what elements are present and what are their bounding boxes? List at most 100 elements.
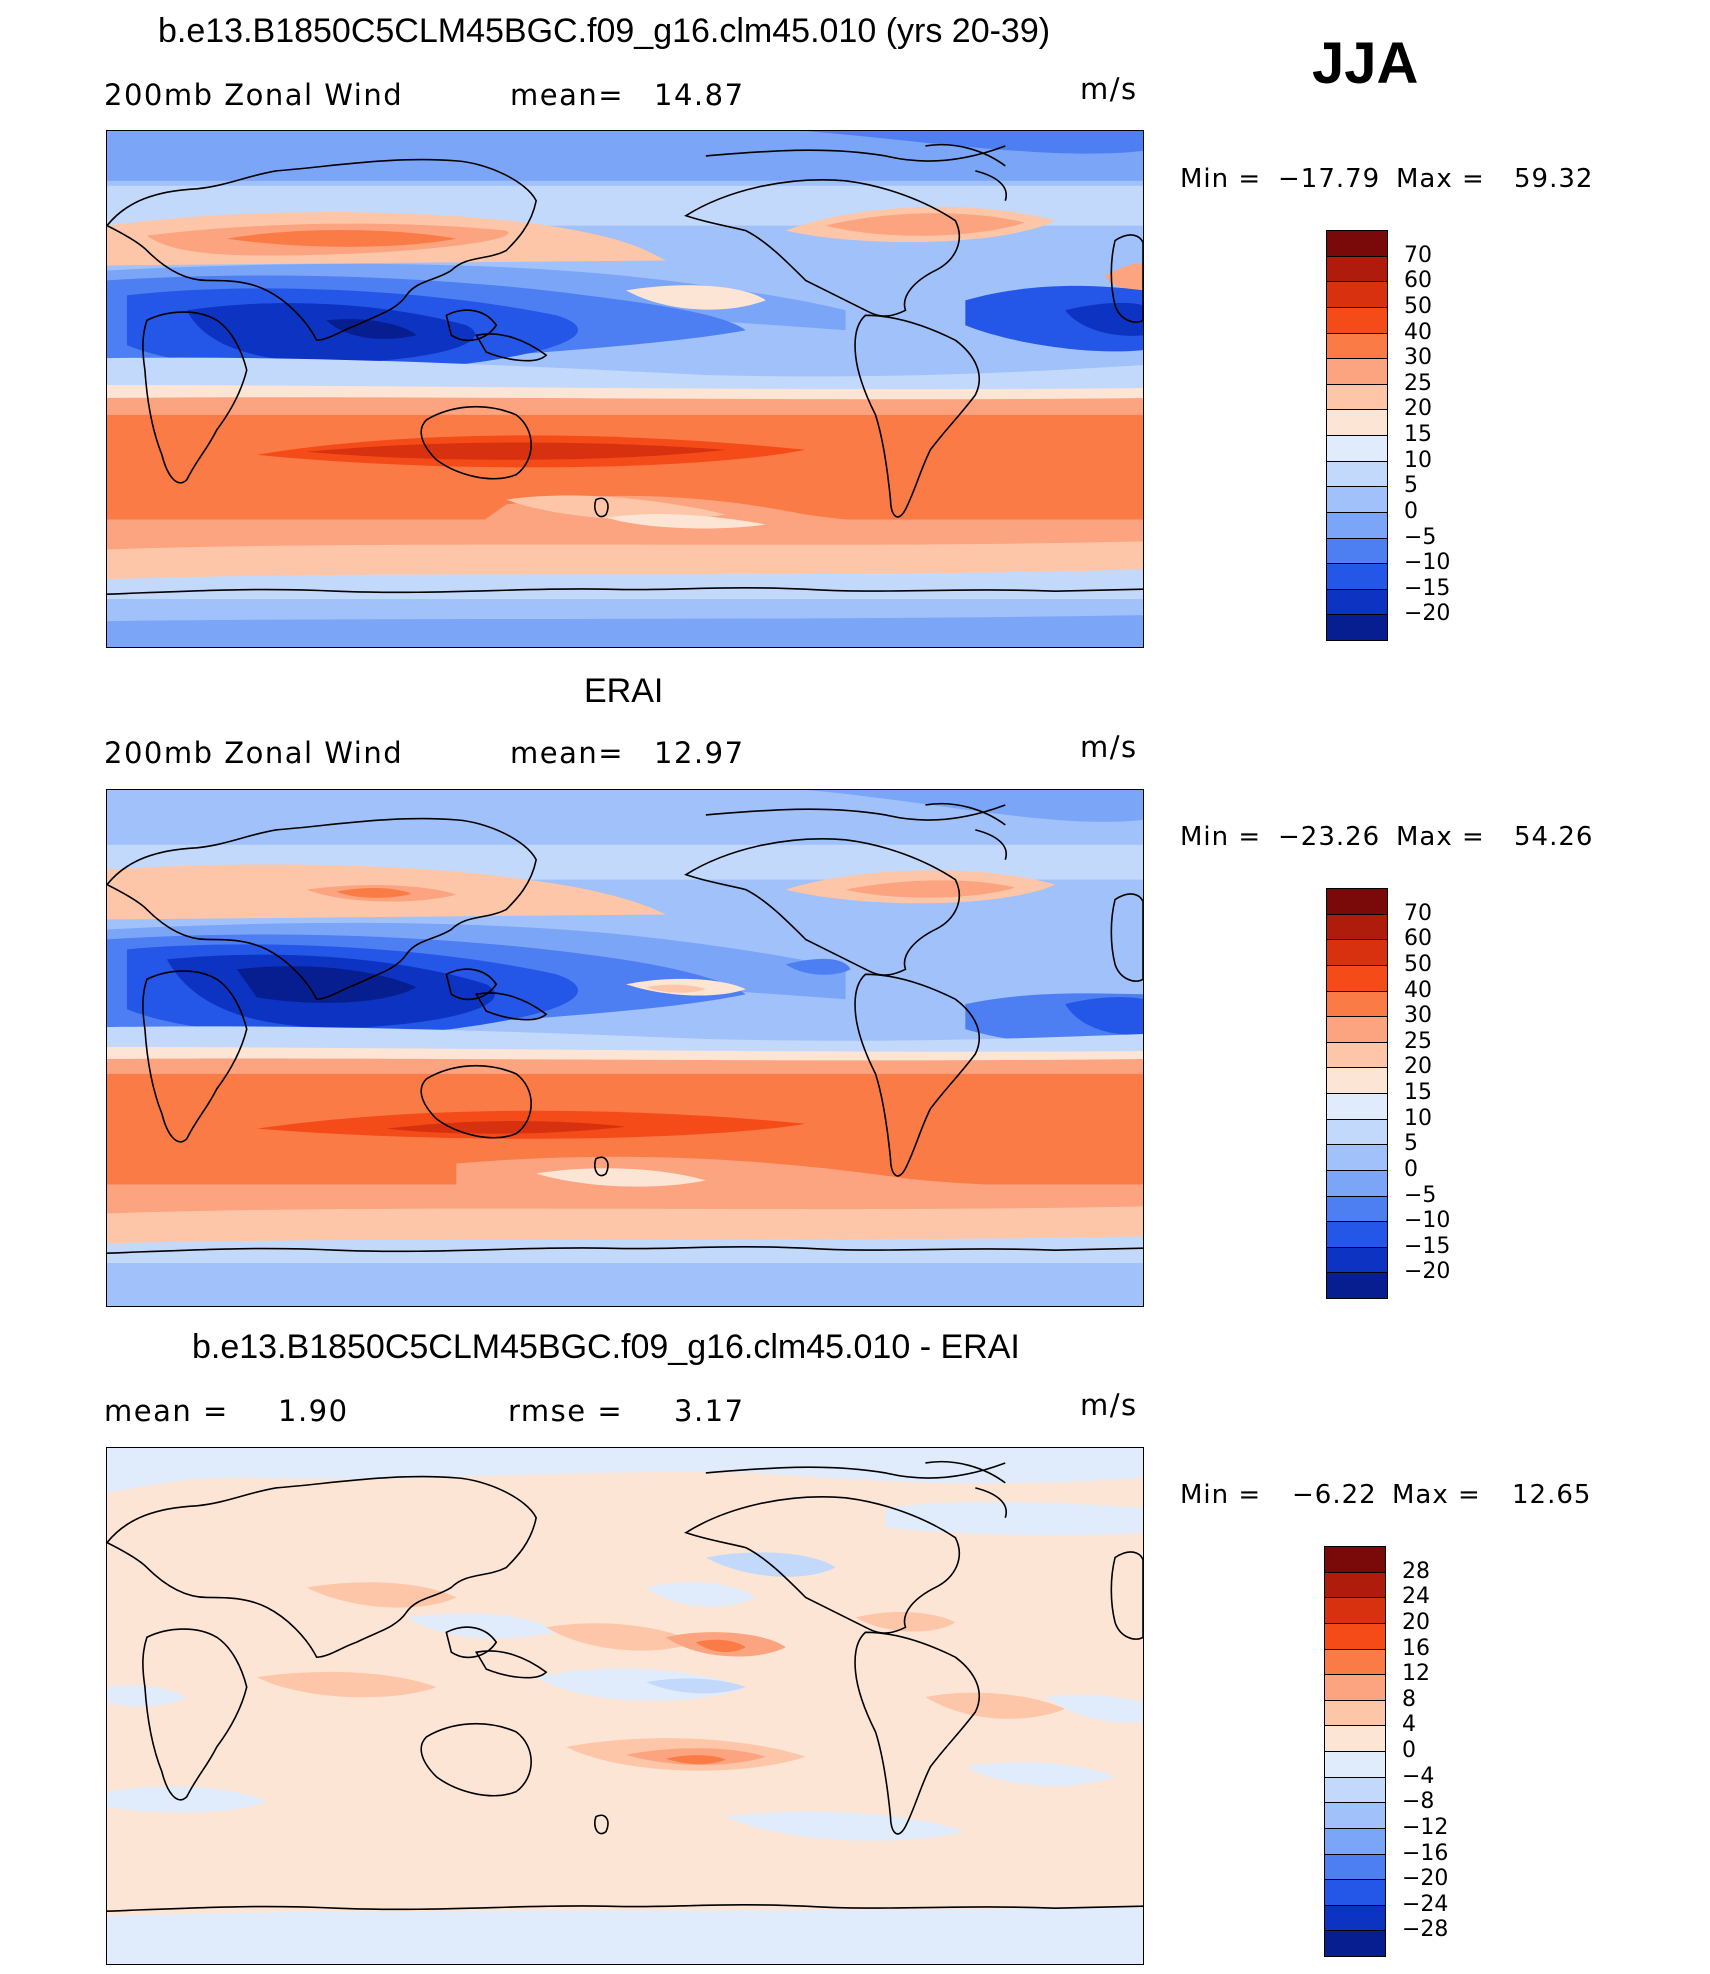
colorbar-swatch bbox=[1326, 1169, 1388, 1196]
colorbar-swatch bbox=[1324, 1827, 1386, 1854]
panel2-units: m/s bbox=[1080, 730, 1138, 764]
colorbar-swatch bbox=[1326, 563, 1388, 590]
panel2-mean-label: mean= bbox=[510, 736, 625, 770]
colorbar-swatch bbox=[1324, 1904, 1386, 1931]
colorbar-swatch bbox=[1324, 1853, 1386, 1880]
colorbar-tick-label: 30 bbox=[1404, 1003, 1432, 1029]
colorbar-tick-label: −10 bbox=[1404, 550, 1451, 576]
colorbar-swatch bbox=[1324, 1879, 1386, 1906]
colorbar-tick-label: 50 bbox=[1404, 951, 1432, 977]
colorbar-tick-label: 5 bbox=[1404, 473, 1418, 499]
panel1-min-value: −17.79 bbox=[1278, 164, 1381, 194]
colorbar-tick-label: 60 bbox=[1404, 268, 1432, 294]
colorbar-swatch bbox=[1326, 1272, 1388, 1299]
colorbar-tick-label: 16 bbox=[1402, 1635, 1430, 1661]
colorbar-swatch bbox=[1326, 1041, 1388, 1068]
panel1-colorbar: 70 60 50 40 30 25 20 15 10 5 0 −5 −10 −15 −20 bbox=[1326, 230, 1456, 641]
colorbar-tick-label: 5 bbox=[1404, 1131, 1418, 1157]
colorbar-swatch bbox=[1324, 1699, 1386, 1726]
panel1-mean-label: mean= bbox=[510, 78, 625, 112]
colorbar-tick-label: 70 bbox=[1404, 242, 1432, 268]
colorbar-tick-label: 10 bbox=[1404, 447, 1432, 473]
colorbar-tick-label: −5 bbox=[1404, 524, 1437, 550]
colorbar-tick-label: −10 bbox=[1404, 1208, 1451, 1234]
panel2-map bbox=[106, 789, 1144, 1307]
panel2-mean-value: 12.97 bbox=[654, 736, 745, 770]
colorbar-tick-label: 40 bbox=[1404, 977, 1432, 1003]
panel2-min-label: Min = bbox=[1180, 822, 1262, 852]
colorbar-swatch bbox=[1324, 1802, 1386, 1829]
season-label: JJA bbox=[1312, 31, 1419, 96]
panel2-max-label: Max = bbox=[1396, 822, 1485, 852]
panel1-mean-value: 14.87 bbox=[654, 78, 745, 112]
colorbar-swatch bbox=[1326, 1067, 1388, 1094]
colorbar-tick-label: 25 bbox=[1404, 370, 1432, 396]
colorbar-swatch bbox=[1324, 1725, 1386, 1752]
colorbar-swatch bbox=[1326, 1246, 1388, 1273]
colorbar-tick-label: −16 bbox=[1402, 1840, 1449, 1866]
colorbar-tick-label: −20 bbox=[1402, 1866, 1449, 1892]
panel3-title: b.e13.B1850C5CLM45BGC.f09_g16.clm45.010 … bbox=[192, 1328, 1020, 1366]
panel3-max-label: Max = bbox=[1392, 1480, 1481, 1510]
colorbar-tick-label: −4 bbox=[1402, 1763, 1435, 1789]
colorbar-tick-label: −12 bbox=[1402, 1814, 1449, 1840]
colorbar-tick-label: 28 bbox=[1402, 1558, 1430, 1584]
colorbar-tick-label: 60 bbox=[1404, 926, 1432, 952]
panel3-rmse-value: 3.17 bbox=[674, 1394, 745, 1428]
panel1-units: m/s bbox=[1080, 72, 1138, 106]
colorbar-tick-label: 70 bbox=[1404, 900, 1432, 926]
panel3-min-label: Min = bbox=[1180, 1480, 1262, 1510]
colorbar-tick-label: −24 bbox=[1402, 1891, 1449, 1917]
colorbar-tick-label: 8 bbox=[1402, 1686, 1416, 1712]
colorbar-swatch bbox=[1326, 990, 1388, 1017]
panel1-max-label: Max = bbox=[1396, 164, 1485, 194]
colorbar-tick-label: 10 bbox=[1404, 1105, 1432, 1131]
panel1-title: b.e13.B1850C5CLM45BGC.f09_g16.clm45.010 … bbox=[158, 12, 1051, 50]
panel2-max-value: 54.26 bbox=[1514, 822, 1594, 852]
colorbar-tick-label: −20 bbox=[1404, 1259, 1451, 1285]
panel3-mean-label: mean = bbox=[104, 1394, 229, 1428]
colorbar-swatch bbox=[1326, 306, 1388, 333]
colorbar-tick-label: 20 bbox=[1402, 1609, 1430, 1635]
colorbar-swatch bbox=[1326, 1221, 1388, 1248]
panel1-map bbox=[106, 130, 1144, 648]
colorbar-swatch bbox=[1326, 588, 1388, 615]
colorbar-swatch bbox=[1326, 486, 1388, 513]
panel3-max-value: 12.65 bbox=[1512, 1480, 1592, 1510]
colorbar-swatch bbox=[1326, 332, 1388, 359]
colorbar-swatch bbox=[1326, 1195, 1388, 1222]
colorbar-tick-label: 0 bbox=[1404, 498, 1418, 524]
colorbar-swatch bbox=[1326, 281, 1388, 308]
colorbar-tick-label: 25 bbox=[1404, 1028, 1432, 1054]
panel3-map bbox=[106, 1447, 1144, 1965]
panel3-rmse-label: rmse = bbox=[508, 1394, 624, 1428]
colorbar-swatch bbox=[1326, 1144, 1388, 1171]
colorbar-swatch bbox=[1324, 1674, 1386, 1701]
colorbar-tick-label: −5 bbox=[1404, 1182, 1437, 1208]
panel3-colorbar: 28 24 20 16 12 8 4 0 −4 −8 −12 −16 −20 −24 −28 bbox=[1324, 1546, 1454, 1957]
colorbar-swatch bbox=[1326, 435, 1388, 462]
colorbar-tick-label: 15 bbox=[1404, 422, 1432, 447]
colorbar-swatch bbox=[1326, 1118, 1388, 1145]
colorbar-swatch bbox=[1324, 1546, 1386, 1573]
colorbar-tick-label: 40 bbox=[1404, 319, 1432, 345]
colorbar-tick-label: 12 bbox=[1402, 1661, 1430, 1687]
panel1-max-value: 59.32 bbox=[1514, 164, 1594, 194]
panel3-mean-value: 1.90 bbox=[278, 1394, 349, 1428]
colorbar-swatch bbox=[1326, 460, 1388, 487]
colorbar-swatch bbox=[1324, 1597, 1386, 1624]
panel2-variable-label: 200mb Zonal Wind bbox=[104, 736, 404, 770]
colorbar-swatch bbox=[1326, 913, 1388, 940]
panel2-title: ERAI bbox=[584, 672, 664, 710]
panel1-variable-label: 200mb Zonal Wind bbox=[104, 78, 404, 112]
colorbar-swatch bbox=[1326, 888, 1388, 915]
colorbar-tick-label: −15 bbox=[1404, 1233, 1451, 1259]
colorbar-tick-label: 20 bbox=[1404, 1054, 1432, 1080]
colorbar-swatch bbox=[1326, 255, 1388, 282]
panel2-min-value: −23.26 bbox=[1278, 822, 1381, 852]
colorbar-swatch bbox=[1326, 358, 1388, 385]
colorbar-swatch bbox=[1324, 1622, 1386, 1649]
colorbar-swatch bbox=[1326, 409, 1388, 436]
colorbar-swatch bbox=[1326, 537, 1388, 564]
colorbar-tick-label: 20 bbox=[1404, 396, 1432, 422]
